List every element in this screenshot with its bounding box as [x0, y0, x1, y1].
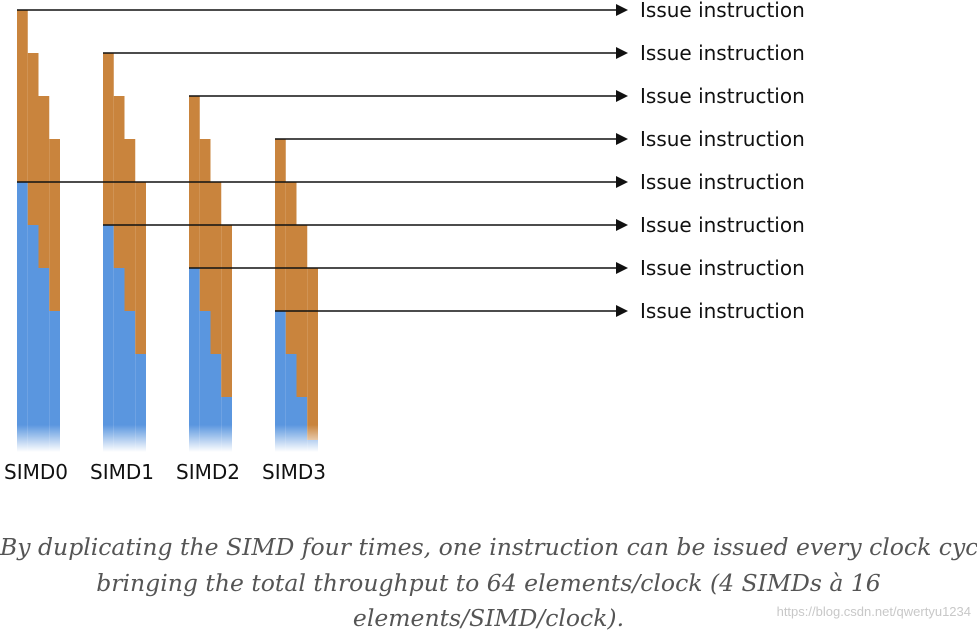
- figure-caption: By duplicating the SIMD four times, one …: [0, 530, 977, 637]
- simd0-lane3-first-instruction: [49, 139, 60, 311]
- issue-instruction-label-5: Issue instruction: [640, 213, 805, 237]
- simd0-lane1-first-instruction: [27, 53, 39, 225]
- issue-instruction-label-3: Issue instruction: [640, 127, 805, 151]
- simd0-lane2-second-instruction: [38, 268, 50, 452]
- simd1-lane3-second-instruction: [135, 354, 146, 452]
- issue-instruction-label-6: Issue instruction: [640, 256, 805, 280]
- simd2-lane2-second-instruction: [210, 354, 222, 452]
- simd3-lane3-first-instruction: [307, 268, 318, 440]
- simd3-lane1-second-instruction: [285, 354, 297, 452]
- issue-arrowhead-0: [616, 4, 628, 16]
- simd1-lane1-second-instruction: [113, 268, 125, 452]
- simd3-lane0-second-instruction: [275, 311, 286, 452]
- caption-line-1: By duplicating the SIMD four times, one …: [0, 533, 977, 561]
- simd1-lane0-second-instruction: [103, 225, 114, 452]
- caption-line-3: elements/SIMD/clock).: [352, 604, 625, 632]
- issue-arrowhead-2: [616, 90, 628, 102]
- simd2-label: SIMD2: [176, 460, 240, 484]
- issue-instruction-label-2: Issue instruction: [640, 84, 805, 108]
- simd2-lane3-first-instruction: [221, 225, 232, 397]
- simd2-lane0-second-instruction: [189, 268, 200, 452]
- issue-arrowhead-6: [616, 262, 628, 274]
- simd3-lane2-second-instruction: [296, 397, 308, 452]
- simd-issue-diagram: Issue instruction Issue instruction Issue …: [17, 0, 805, 452]
- issue-instruction-label-1: Issue instruction: [640, 41, 805, 65]
- issue-arrowhead-5: [616, 219, 628, 231]
- simd0-lane3-second-instruction: [49, 311, 60, 452]
- simd0-label: SIMD0: [4, 460, 68, 484]
- issue-instruction-label-0: Issue instruction: [640, 0, 805, 22]
- simd2-lane1-second-instruction: [199, 311, 211, 452]
- simd1-lane2-second-instruction: [124, 311, 136, 452]
- issue-arrowhead-1: [616, 47, 628, 59]
- simd1-lane3-first-instruction: [135, 182, 146, 354]
- simd3-label: SIMD3: [262, 460, 326, 484]
- issue-arrowhead-7: [616, 305, 628, 317]
- simd1-lane0-first-instruction: [103, 53, 114, 225]
- simd0-lane0-second-instruction: [17, 182, 28, 452]
- simd1-label: SIMD1: [90, 460, 154, 484]
- issue-arrowhead-4: [616, 176, 628, 188]
- simd0-lane0-first-instruction: [17, 10, 28, 182]
- issue-instruction-label-7: Issue instruction: [640, 299, 805, 323]
- simd2-lane3-second-instruction: [221, 397, 232, 452]
- simd3-lane3-second-instruction: [307, 440, 318, 452]
- caption-line-2: bringing the total throughput to 64 elem…: [96, 568, 881, 597]
- watermark: https://blog.csdn.net/qwertyu1234: [776, 604, 971, 619]
- issue-instruction-label-4: Issue instruction: [640, 170, 805, 194]
- simd0-lane1-second-instruction: [27, 225, 39, 452]
- issue-arrowhead-3: [616, 133, 628, 145]
